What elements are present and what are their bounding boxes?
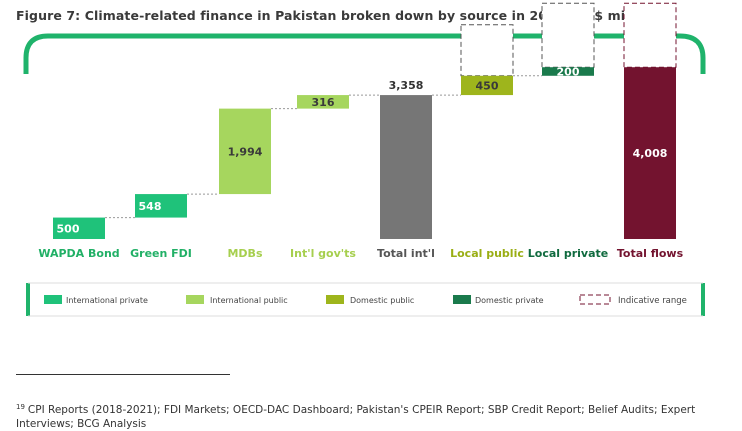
category-label: Local public (450, 247, 524, 260)
legend-border-right (701, 283, 705, 316)
indicative-range-7 (623, 2, 677, 68)
value-label: 500 (57, 222, 80, 235)
category-label: MDBs (227, 247, 262, 260)
category-labels-group: WAPDA Bond Green FDI MDBs Int'l gov'ts Total… (38, 247, 683, 260)
footnote-number: 19 (16, 403, 25, 411)
legend: International private International publi… (44, 294, 687, 306)
connector-lines (105, 75, 542, 219)
chart-frame (23, 33, 706, 74)
footnote-divider (16, 374, 230, 375)
waterfall-chart: 500 548 1,994 316 3,358 450 200 4,008 WAPDA Bon… (23, 2, 706, 317)
value-label: 200 (557, 66, 580, 79)
category-label: Total flows (617, 247, 684, 260)
value-labels-group: 500 548 1,994 316 3,358 450 200 4,008 (57, 66, 668, 236)
legend-swatch-domestic-public (326, 295, 344, 304)
category-label: WAPDA Bond (38, 247, 119, 260)
legend-swatch-indicative (579, 294, 611, 305)
value-label: 548 (139, 200, 162, 213)
footnote-text: CPI Reports (2018-2021); FDI Markets; OE… (16, 404, 696, 430)
bar-total-int-l (380, 95, 432, 240)
bar-mdbs (219, 108, 271, 195)
bar-local-private (542, 67, 594, 76)
legend-label: Domestic private (475, 296, 544, 305)
legend-swatch-international-public (186, 295, 204, 304)
legend-label: International private (66, 296, 148, 305)
value-label: 4,008 (633, 147, 668, 160)
category-label: Green FDI (130, 247, 192, 260)
legend-swatch-international-private (44, 295, 62, 304)
figure-title: Figure 7: Climate-related finance in Pak… (16, 8, 670, 23)
legend-label: Indicative range (618, 296, 687, 306)
category-label: Int'l gov'ts (290, 247, 356, 260)
bar-total-flows (624, 67, 676, 239)
bar-wapda-bond (53, 217, 105, 239)
legend-label: Domestic public (350, 296, 414, 305)
bar-local-public (461, 75, 513, 96)
legend-swatch-domestic-private (453, 295, 471, 304)
value-label: 450 (476, 79, 499, 92)
bars-group (53, 2, 677, 240)
legend-border-left (26, 283, 30, 316)
value-label: 1,994 (228, 145, 263, 158)
category-label: Local private (528, 247, 609, 260)
indicative-range-6 (541, 2, 595, 68)
bar-int-l-gov-ts (297, 95, 349, 109)
legend-label: International public (210, 296, 288, 305)
value-label: 3,358 (389, 79, 424, 92)
footnote: 19 CPI Reports (2018-2021); FDI Markets; … (16, 400, 728, 431)
legend-box (28, 283, 704, 316)
category-label: Total int'l (377, 247, 435, 260)
bar-green-fdi (135, 194, 187, 218)
indicative-range-5 (460, 24, 514, 77)
value-label: 316 (312, 96, 335, 109)
